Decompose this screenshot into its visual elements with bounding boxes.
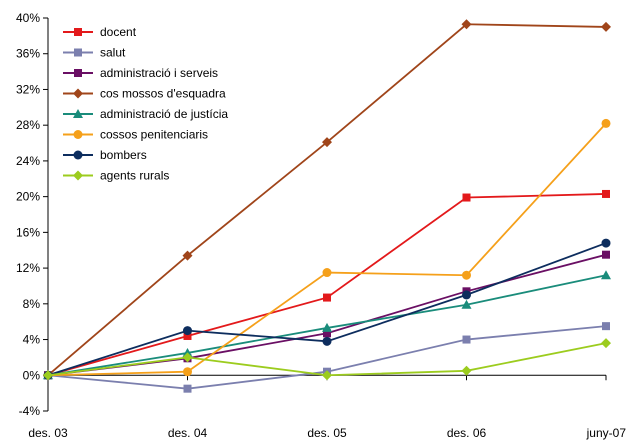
x-tick-label: des. 05 — [307, 426, 347, 440]
legend-label: bombers — [100, 148, 147, 162]
y-axis-ticks: -4% 0% 4% 8% 12% 16% 20% 24% 28% 32% 36% 40% — [16, 11, 48, 418]
data-point-marker — [601, 270, 611, 280]
series-layer — [43, 19, 611, 393]
y-tick-label: 12% — [16, 261, 40, 275]
series-line — [47, 242, 607, 377]
legend-item: administració i serveis — [63, 66, 218, 80]
data-point-marker — [461, 365, 472, 376]
legend-marker — [74, 28, 82, 36]
data-point-marker — [462, 290, 471, 300]
legend-marker — [73, 109, 83, 118]
data-point-marker — [183, 367, 192, 377]
legend-marker — [73, 170, 83, 181]
x-axis-ticks: des. 03 des. 04 des. 05 des. 06 juny-07 — [28, 375, 626, 440]
legend-label: docent — [100, 25, 137, 39]
data-point-marker — [323, 293, 331, 302]
series-0 — [44, 189, 610, 380]
legend-label: salut — [100, 46, 126, 60]
data-point-marker — [183, 384, 192, 393]
data-point-marker — [601, 238, 611, 248]
data-point-marker — [323, 329, 331, 338]
data-point-marker — [183, 331, 192, 340]
series-7 — [43, 338, 611, 381]
y-tick-label: 16% — [16, 225, 40, 239]
legend-marker — [73, 130, 83, 139]
legend-marker — [73, 88, 83, 99]
legend-item: administració de justícia — [63, 107, 228, 121]
legend-item: salut — [63, 46, 126, 60]
legend-item: bombers — [63, 148, 147, 162]
y-tick-label: 36% — [16, 47, 40, 61]
y-tick-label: 4% — [23, 333, 41, 347]
x-tick-label: des. 04 — [168, 426, 208, 440]
data-point-marker — [322, 137, 332, 148]
data-point-marker — [462, 193, 471, 202]
legend: docent salut administració i serveis cos mo… — [63, 25, 228, 183]
legend-marker — [74, 48, 82, 57]
legend-label: cossos penitenciaris — [100, 128, 208, 142]
y-tick-label: 0% — [23, 368, 41, 382]
x-tick-label: des. 06 — [447, 426, 487, 440]
y-tick-label: 8% — [23, 297, 41, 311]
y-tick-label: 24% — [16, 154, 40, 168]
data-point-marker — [182, 250, 193, 261]
x-tick-label: des. 03 — [28, 426, 68, 440]
legend-marker — [74, 69, 82, 77]
legend-label: agents rurals — [100, 169, 169, 183]
series-6 — [43, 238, 611, 380]
data-point-marker — [322, 370, 332, 381]
legend-label: administració de justícia — [100, 107, 228, 121]
y-tick-label: 28% — [16, 118, 40, 132]
data-point-marker — [462, 335, 471, 344]
y-tick-label: 32% — [16, 82, 40, 96]
y-tick-label: -4% — [19, 404, 41, 418]
legend-item: docent — [63, 25, 137, 39]
legend-label: cos mossos d'esquadra — [100, 87, 226, 101]
y-tick-label: 20% — [16, 190, 40, 204]
data-point-marker — [462, 270, 471, 280]
x-tick-label: juny-07 — [586, 426, 627, 440]
data-point-marker — [43, 370, 53, 381]
data-point-marker — [322, 268, 332, 278]
data-point-marker — [183, 326, 192, 336]
legend-label: administració i serveis — [100, 66, 218, 80]
legend-item: agents rurals — [63, 169, 169, 183]
data-point-marker — [602, 322, 610, 331]
data-point-marker — [322, 322, 332, 332]
legend-item: cos mossos d'esquadra — [63, 87, 226, 101]
legend-item: cossos penitenciaris — [63, 128, 208, 142]
data-point-marker — [601, 118, 611, 128]
data-point-marker — [322, 336, 332, 346]
data-point-marker — [182, 352, 193, 363]
series-4 — [43, 270, 611, 380]
data-point-marker — [461, 19, 472, 30]
legend-marker — [73, 150, 83, 160]
data-point-marker — [602, 250, 610, 259]
data-point-marker — [601, 338, 611, 349]
data-point-marker — [461, 299, 472, 309]
data-point-marker — [601, 21, 611, 32]
y-tick-label: 40% — [16, 11, 40, 25]
data-point-marker — [602, 189, 610, 198]
